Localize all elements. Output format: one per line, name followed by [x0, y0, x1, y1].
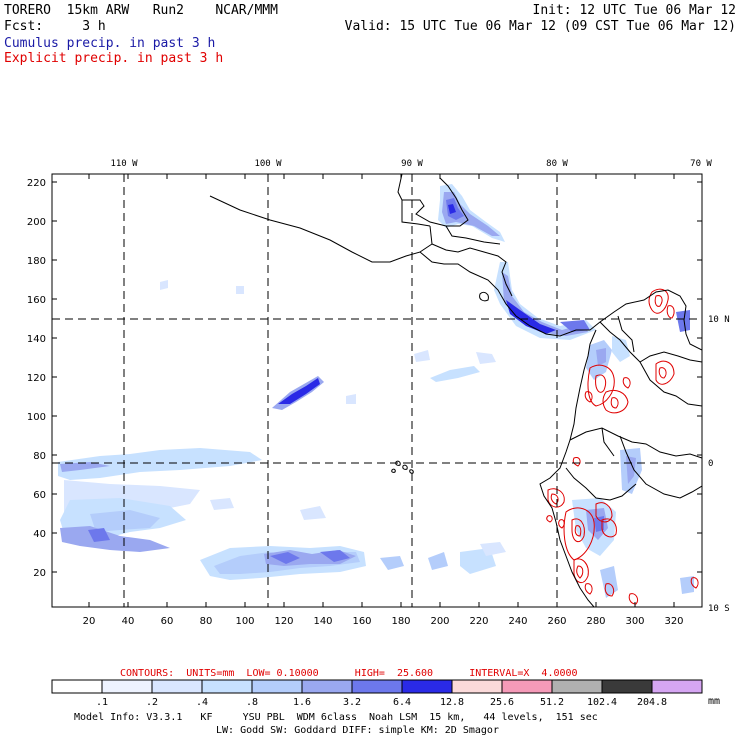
legend-value: .1 — [95, 697, 109, 708]
x-tick-label: 320 — [664, 616, 683, 627]
legend-swatch — [401, 679, 453, 694]
legend-swatch — [551, 679, 603, 694]
x-tick-label: 40 — [122, 616, 135, 627]
color-legend-bar — [51, 679, 703, 694]
x-tick-label: 180 — [391, 616, 410, 627]
y-tick-label: 100 — [27, 412, 46, 423]
legend-swatch — [101, 679, 153, 694]
y-tick-label: 40 — [33, 529, 46, 540]
legend-unit: mm — [708, 696, 721, 707]
legend-swatch — [601, 679, 653, 694]
y-tick-label: 220 — [27, 178, 46, 189]
y-tick-label: 60 — [33, 490, 46, 501]
x-tick-label: 260 — [547, 616, 566, 627]
x-tick-label: 280 — [586, 616, 605, 627]
valid-time: Valid: 15 UTC Tue 06 Mar 12 (09 CST Tue … — [344, 19, 736, 34]
contour-info: CONTOURS: UNITS=mm LOW= 0.10000 HIGH= 25… — [120, 668, 578, 679]
y-tick-label: 160 — [27, 295, 46, 306]
model-info-line2: LW: Godd SW: Goddard DIFF: simple KM: 2D… — [216, 725, 499, 736]
y-tick-label: 180 — [27, 256, 46, 267]
legend-value: .8 — [245, 697, 259, 708]
legend-swatch — [201, 679, 253, 694]
legend-value: 204.8 — [636, 697, 668, 708]
legend-value: .4 — [195, 697, 209, 708]
legend-swatch — [501, 679, 553, 694]
y-tick-label: 140 — [27, 334, 46, 345]
y-tick-label: 200 — [27, 217, 46, 228]
legend-swatch — [151, 679, 203, 694]
x-tick-label: 120 — [274, 616, 293, 627]
axis-ticks — [52, 174, 702, 607]
y-tick-label: 80 — [33, 451, 46, 462]
legend-value: 3.2 — [342, 697, 362, 708]
x-tick-label: 80 — [200, 616, 213, 627]
y-tick-label: 20 — [33, 568, 46, 579]
forecast-hour: Fcst: 3 h — [4, 19, 106, 34]
lon-label-100w: 100 W — [254, 159, 282, 169]
lon-label-90w: 90 W — [401, 159, 423, 169]
x-tick-label: 200 — [430, 616, 449, 627]
lon-label-110w: 110 W — [110, 159, 138, 169]
x-tick-label: 100 — [235, 616, 254, 627]
init-time: Init: 12 UTC Tue 06 Mar 12 — [532, 3, 737, 18]
y-tick-label: 120 — [27, 373, 46, 384]
legend-value: 1.6 — [292, 697, 312, 708]
x-tick-label: 240 — [508, 616, 527, 627]
legend-value: 12.8 — [439, 697, 465, 708]
legend-value: 25.6 — [489, 697, 515, 708]
cumulus-precip-shading — [58, 184, 694, 598]
lat-label-10s: 10 S — [708, 604, 730, 614]
cumulus-label: Cumulus precip. in past 3 h — [4, 36, 216, 51]
x-tick-label: 20 — [83, 616, 96, 627]
legend-value: 102.4 — [586, 697, 618, 708]
legend-value: .2 — [145, 697, 159, 708]
legend-swatch — [651, 679, 703, 694]
explicit-precip-contours — [546, 288, 699, 605]
legend-value: 51.2 — [539, 697, 565, 708]
legend-swatch — [351, 679, 403, 694]
lon-label-70w: 70 W — [690, 159, 712, 169]
legend-value: 6.4 — [392, 697, 412, 708]
explicit-label: Explicit precip. in past 3 h — [4, 51, 224, 66]
legend-swatch — [451, 679, 503, 694]
lat-label-10n: 10 N — [708, 315, 730, 325]
lat-label-0: 0 — [708, 459, 713, 469]
coastlines — [209, 174, 702, 607]
x-tick-label: 220 — [469, 616, 488, 627]
x-tick-label: 60 — [161, 616, 174, 627]
legend-swatch — [301, 679, 353, 694]
model-info-line1: Model Info: V3.3.1 KF YSU PBL WDM 6class… — [74, 712, 598, 723]
model-title: TORERO 15km ARW Run2 NCAR/MMM — [4, 3, 278, 18]
legend-swatch — [51, 679, 103, 694]
x-tick-label: 160 — [352, 616, 371, 627]
x-tick-label: 300 — [625, 616, 644, 627]
map-frame — [51, 173, 703, 608]
lon-label-80w: 80 W — [546, 159, 568, 169]
latlon-grid — [52, 174, 702, 607]
x-tick-label: 140 — [313, 616, 332, 627]
legend-swatch — [251, 679, 303, 694]
